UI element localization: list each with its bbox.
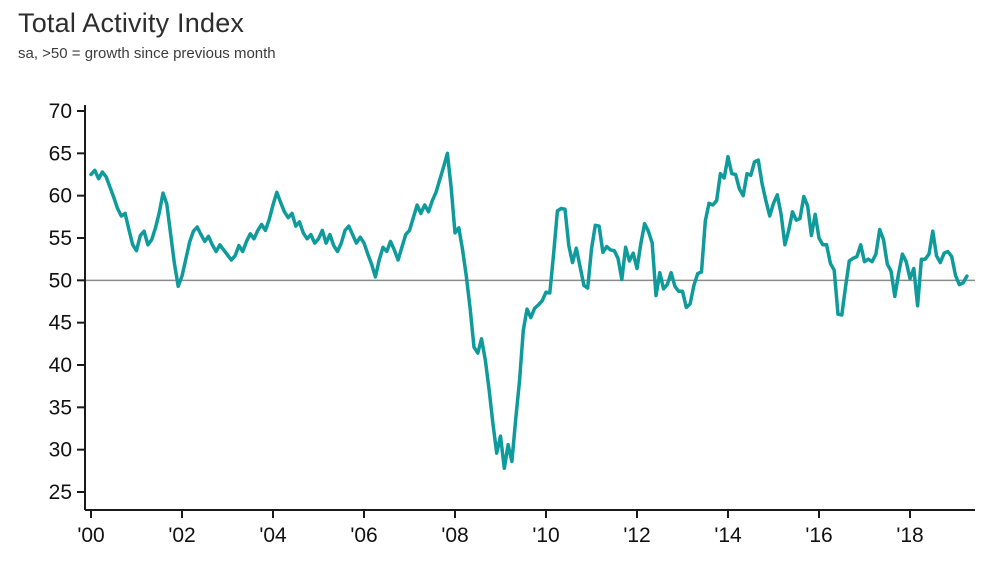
x-axis-label: '08 [441,524,468,547]
y-axis-label: 45 [49,312,72,335]
x-axis-label: '02 [168,524,195,547]
y-axis-label: 25 [49,481,72,504]
x-axis-label: '10 [532,524,559,547]
y-axis-label: 65 [49,142,72,165]
x-axis-label: '12 [623,524,650,547]
chart-header: Total Activity Index sa, >50 = growth si… [18,8,276,62]
x-axis-label: '06 [350,524,377,547]
chart-svg: 70 65 60 55 50 45 40 35 30 25'00 '02 '04 '06 '08 '10 '1… [49,100,975,547]
y-axis-label: 50 [49,269,72,292]
series-total-activity-line [89,151,969,471]
page-title: Total Activity Index [18,8,245,38]
x-axis-label: '16 [805,524,832,547]
x-axis-label: '14 [714,524,742,547]
x-axis-label: '04 [259,524,287,547]
x-axis-label: '00 [77,524,104,547]
y-axis-label: 70 [49,100,72,123]
y-axis-label: 35 [49,396,72,419]
y-axis-label: 55 [49,227,72,250]
y-axis-label: 40 [49,354,72,377]
x-axis-label: '18 [896,524,923,547]
page-subtitle: sa, >50 = growth since previous month [18,45,276,62]
y-axis-label: 30 [49,439,72,462]
y-axis-label: 60 [49,185,72,208]
